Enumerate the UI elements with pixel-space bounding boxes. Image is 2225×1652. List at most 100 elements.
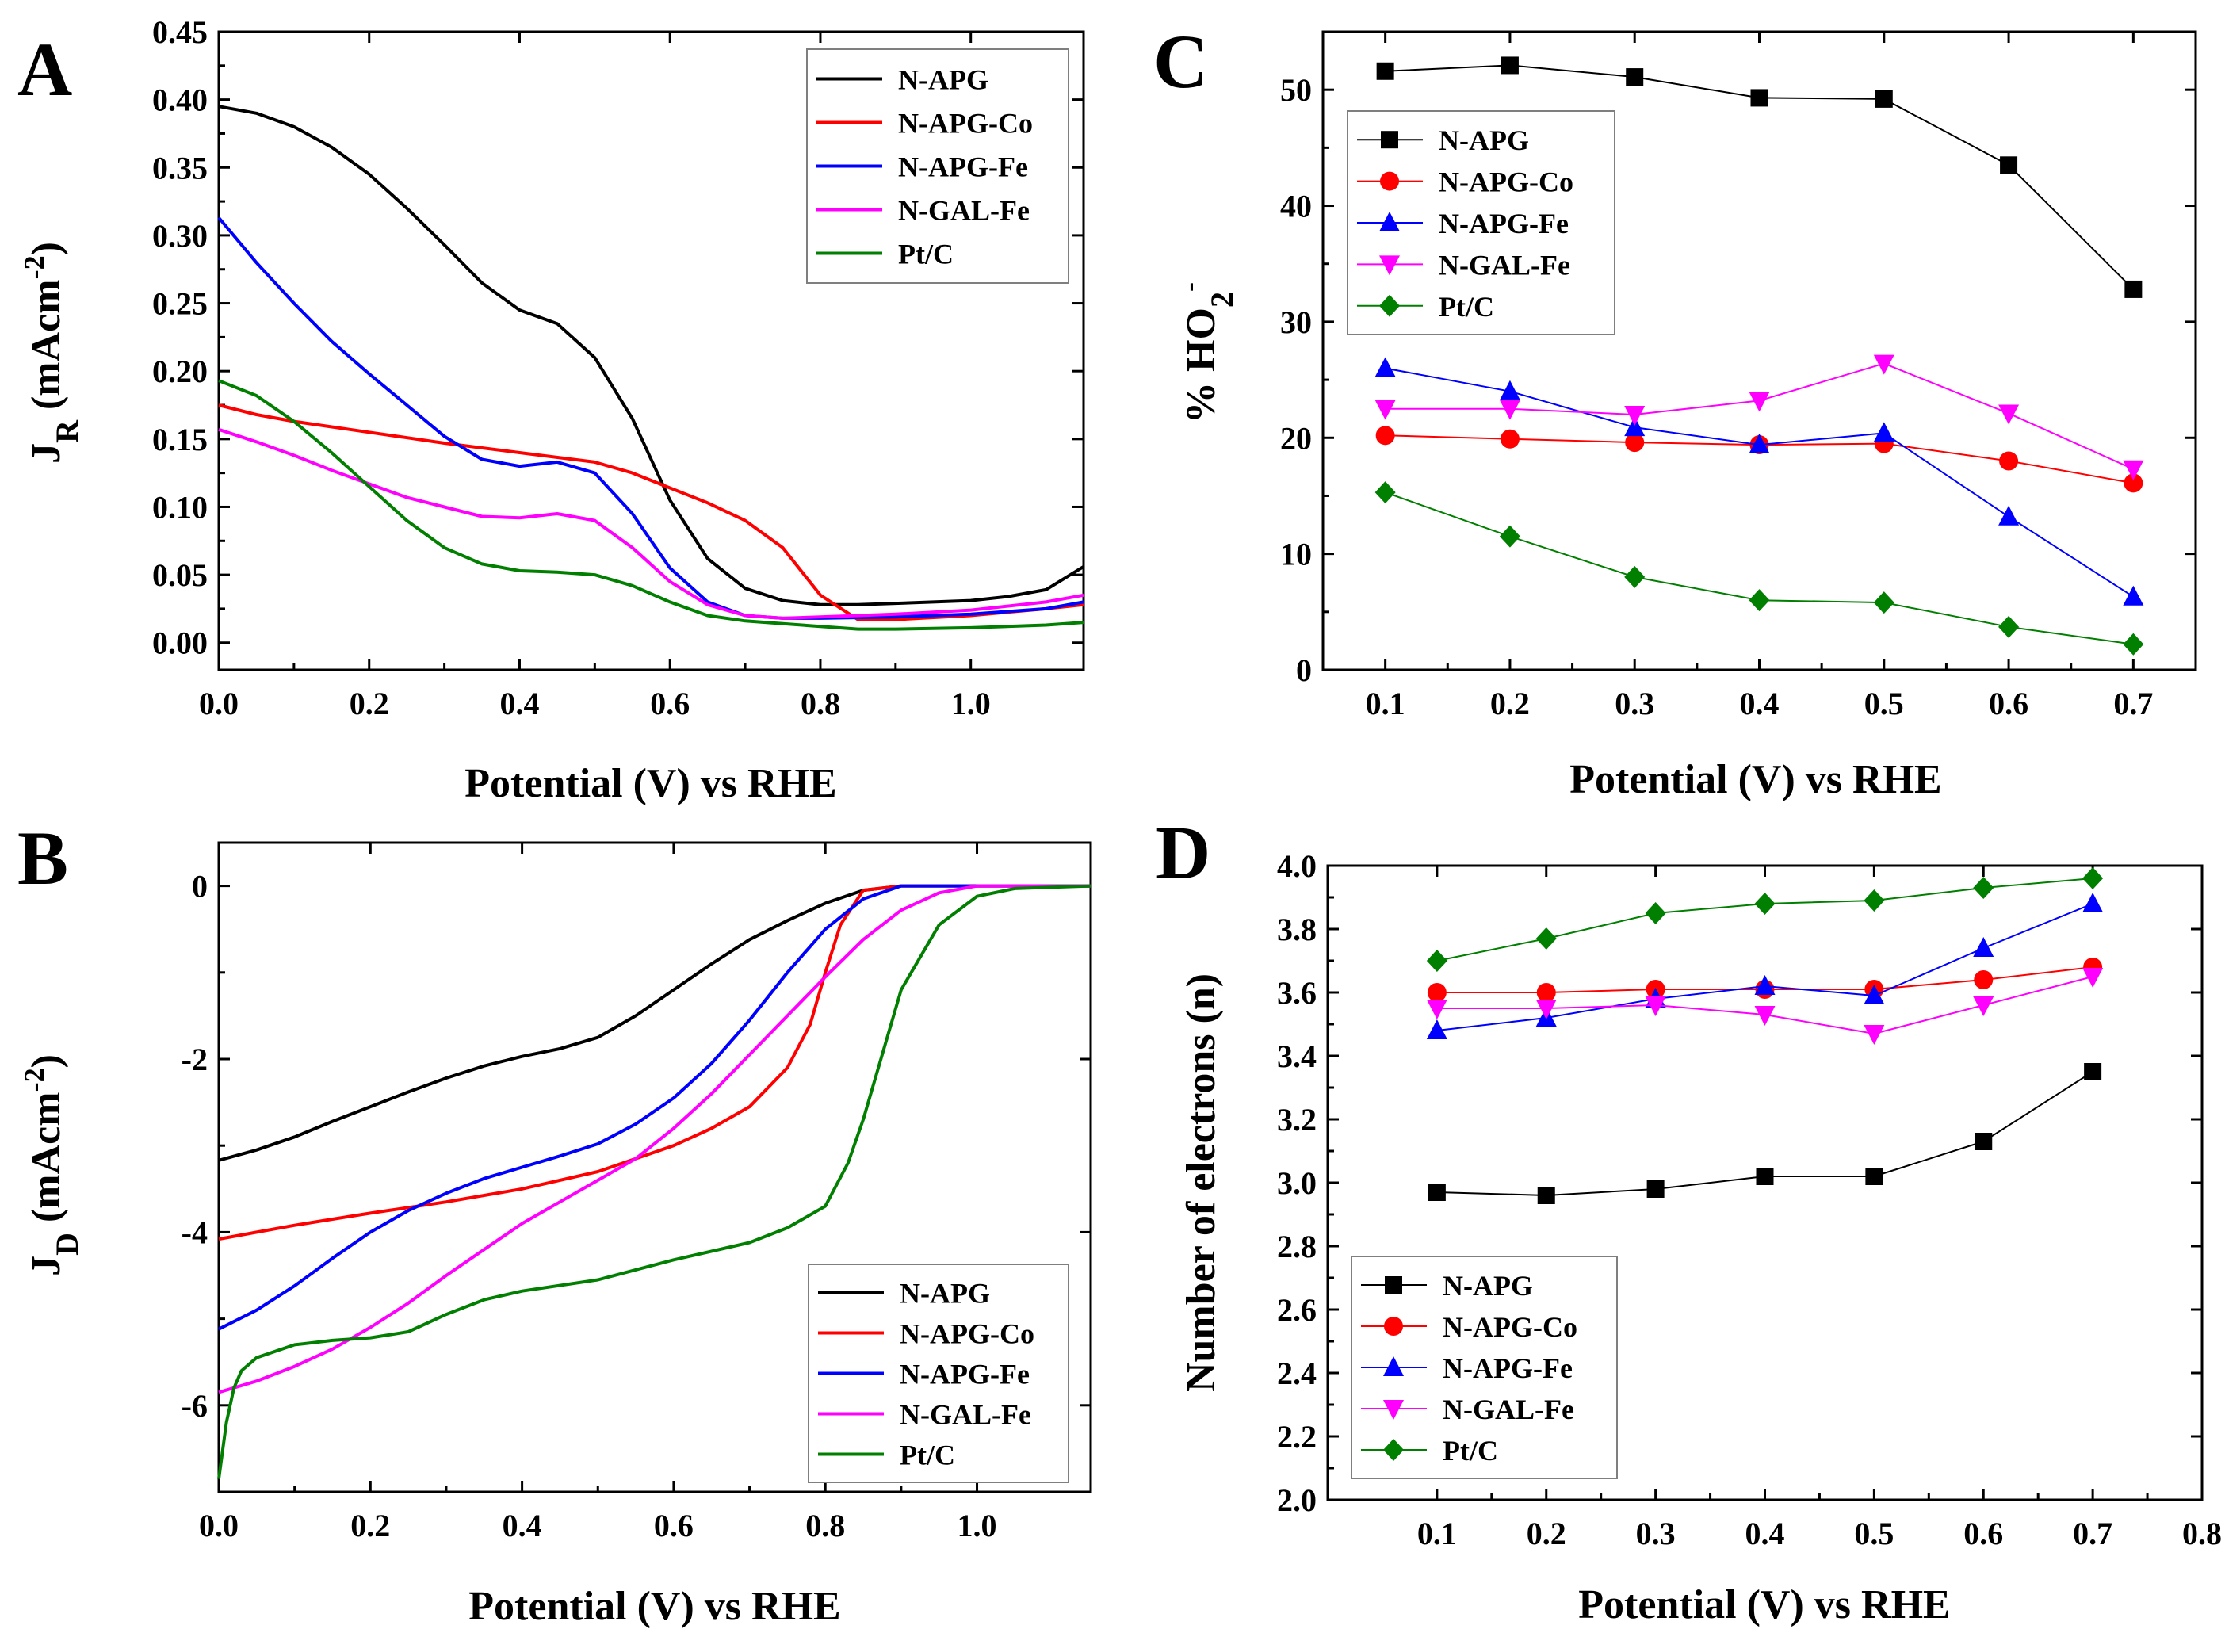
legend-marker xyxy=(1383,1356,1404,1376)
series-line-n-apg-co xyxy=(218,884,1091,1241)
series-n-gal-fe xyxy=(218,427,1084,620)
series-n-apg-co xyxy=(218,403,1084,621)
series-n-apg-fe xyxy=(217,216,1084,620)
data-point-n-gal-fe xyxy=(1873,354,1894,375)
legend-marker xyxy=(1381,131,1398,149)
legend-item-n-apg: N-APG xyxy=(816,64,988,96)
x-tick-label: 0.5 xyxy=(1854,1516,1894,1551)
data-point-n-apg-fe xyxy=(1754,975,1776,995)
y-tick-label: 2.6 xyxy=(1277,1292,1317,1328)
data-point-pt-c xyxy=(1535,927,1557,950)
y-tick-label: -4 xyxy=(182,1214,208,1250)
series-pt-c xyxy=(1426,867,2104,972)
series-pt-c xyxy=(218,379,1084,631)
y-tick-label: -6 xyxy=(182,1388,208,1424)
legend-label: N-APG-Co xyxy=(1443,1311,1577,1343)
data-point-pt-c xyxy=(1624,565,1646,588)
data-point-n-apg-co xyxy=(1974,970,1994,989)
legend-marker xyxy=(1379,255,1400,276)
y-tick-label: 3.2 xyxy=(1277,1102,1317,1138)
series-n-gal-fe xyxy=(1426,968,2104,1045)
y-tick-label: 20 xyxy=(1280,420,1312,456)
y-tick-label: 3.0 xyxy=(1277,1165,1317,1201)
legend-label: Pt/C xyxy=(898,239,954,270)
x-tick-label: 0.8 xyxy=(2182,1516,2222,1551)
legend-label: Pt/C xyxy=(1439,291,1494,323)
legend-label: N-APG-Co xyxy=(898,108,1033,140)
data-point-n-apg xyxy=(2084,1063,2102,1080)
data-point-n-gal-fe xyxy=(1749,392,1770,412)
y-tick-label: 50 xyxy=(1280,72,1312,108)
x-axis-label: Potential (V) vs RHE xyxy=(1578,1582,1950,1627)
legend: N-APG N-APG-Co N-APG-Fe N-GAL-Fe Pt/C xyxy=(806,48,1069,284)
x-tick-label: 0.3 xyxy=(1615,686,1654,721)
legend: N-APG N-APG-Co N-APG-Fe N-GAL-Fe Pt/C xyxy=(1351,1256,1618,1479)
legend: N-APG N-APG-Co N-APG-Fe N-GAL-Fe Pt/C xyxy=(1347,110,1615,335)
y-axis-label-part: Number of electrons (n) xyxy=(1179,973,1224,1392)
y-tick-label: 40 xyxy=(1280,189,1312,224)
y-tick-label: 0.00 xyxy=(152,625,208,661)
data-point-n-apg-co xyxy=(1500,429,1520,449)
y-tick-label: 10 xyxy=(1280,537,1312,572)
x-tick-label: 0.4 xyxy=(499,686,539,721)
x-axis-label: Potential (V) vs RHE xyxy=(468,1584,840,1629)
legend-label: N-GAL-Fe xyxy=(1443,1394,1574,1425)
panel-b: B 0.0 0.2 0.4 0.6 0.8 1.0 -6 -4 -2 0 Potential (V) … xyxy=(17,816,1092,1629)
y-tick-label: 2.2 xyxy=(1277,1419,1317,1455)
y-tick-label: 2.4 xyxy=(1277,1356,1317,1391)
series-n-apg-fe xyxy=(1374,357,2144,606)
legend-item-n-gal-fe: N-GAL-Fe xyxy=(1361,1394,1574,1425)
data-point-n-apg-fe xyxy=(1426,1019,1447,1039)
x-tick-label: 0.0 xyxy=(199,1508,239,1543)
legend-label: N-APG xyxy=(898,64,988,96)
legend-label: N-APG xyxy=(900,1278,990,1310)
y-tick-label: 0.10 xyxy=(152,489,208,525)
y-axis-label-part: (mAcm xyxy=(24,279,69,420)
y-tick-label: 4.0 xyxy=(1277,848,1317,884)
legend-item-n-apg-fe: N-APG-Fe xyxy=(816,151,1028,183)
y-tick-label: 0.20 xyxy=(152,354,208,389)
data-point-pt-c xyxy=(1998,615,2020,638)
data-point-pt-c xyxy=(1973,877,1994,899)
legend-item-pt-c: Pt/C xyxy=(1357,291,1494,323)
x-tick-label: 0.4 xyxy=(1740,686,1780,721)
series-n-apg-fe xyxy=(218,884,1091,1331)
data-point-n-gal-fe xyxy=(1499,400,1520,420)
y-axis-label-part: J xyxy=(24,443,69,464)
y-axis-label: % HO2- xyxy=(1173,282,1240,423)
x-tick-label: 0.6 xyxy=(650,686,690,721)
data-point-n-gal-fe xyxy=(1973,996,1994,1016)
x-tick-label: 0.8 xyxy=(801,686,840,721)
data-point-n-apg-co xyxy=(1536,983,1556,1002)
y-tick-label: 0.25 xyxy=(152,286,208,322)
data-point-n-apg-fe xyxy=(1499,380,1520,400)
panel-d: D 0.1 0.2 0.3 0.4 0.5 0.6 0.7 0.8 2.0 2.2 2.4 2.6 2.8… xyxy=(1156,810,2222,1627)
legend-item-n-gal-fe: N-GAL-Fe xyxy=(816,195,1030,227)
data-point-n-apg-co xyxy=(1625,433,1645,453)
data-point-pt-c xyxy=(1864,889,1885,912)
data-point-n-apg xyxy=(1875,90,1893,108)
data-point-pt-c xyxy=(1374,481,1396,504)
series-line-n-gal-fe xyxy=(218,427,1084,620)
series-n-apg-co xyxy=(218,884,1091,1241)
plot-frame xyxy=(217,841,1092,1493)
y-tick-label: 0.35 xyxy=(152,150,208,185)
data-point-n-apg-fe xyxy=(1998,505,2020,526)
legend-label: Pt/C xyxy=(900,1440,955,1471)
series-n-apg xyxy=(1428,1063,2102,1204)
panel-letter: D xyxy=(1156,810,1210,895)
legend-marker xyxy=(1379,294,1400,317)
y-axis-label-part: - xyxy=(1173,282,1205,292)
y-tick-label: -2 xyxy=(182,1042,208,1077)
legend-marker xyxy=(1383,1400,1404,1420)
y-axis-label: JD (mAcm-2) xyxy=(18,1054,85,1276)
data-point-n-apg xyxy=(1537,1187,1555,1204)
x-tick-label: 0.2 xyxy=(1527,1516,1566,1551)
legend-marker xyxy=(1383,1439,1404,1461)
series-line-pt-c xyxy=(218,379,1084,631)
data-point-n-apg xyxy=(1646,1180,1665,1198)
legend-label: N-GAL-Fe xyxy=(898,195,1030,227)
x-tick-label: 1.0 xyxy=(951,686,991,721)
x-axis-label: Potential (V) vs RHE xyxy=(464,761,836,806)
